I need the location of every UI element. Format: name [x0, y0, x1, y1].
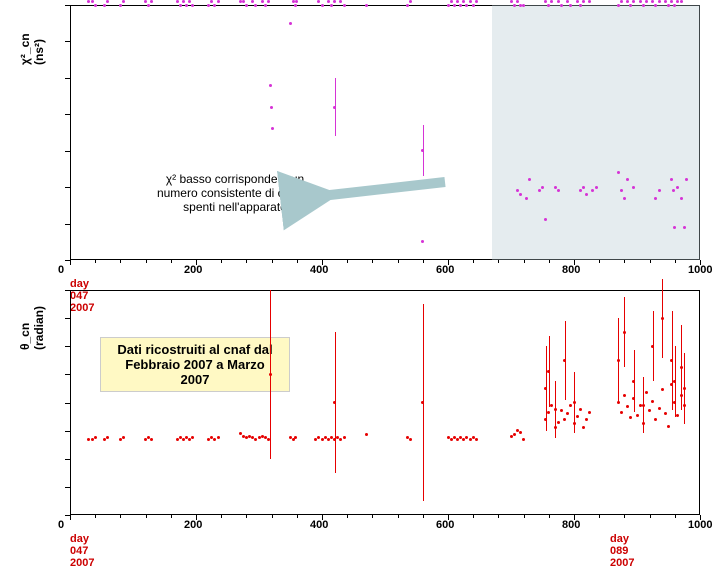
theta-plot-area: [70, 290, 700, 515]
theta-annotation-line1: Dati ricostruiti al cnaf dal: [105, 342, 285, 357]
theta-y-label: θ_cn (radian): [18, 306, 46, 350]
annotation-arrow: [0, 0, 720, 280]
theta-annotation: Dati ricostruiti al cnaf dal Febbraio 20…: [100, 337, 290, 392]
theta-x-label: day 047 2007: [70, 533, 94, 569]
theta-annotation-line3: 2007: [105, 372, 285, 387]
theta-x-label-right: day 089 2007: [610, 533, 634, 569]
theta-annotation-line2: Febbraio 2007 a Marzo: [105, 357, 285, 372]
